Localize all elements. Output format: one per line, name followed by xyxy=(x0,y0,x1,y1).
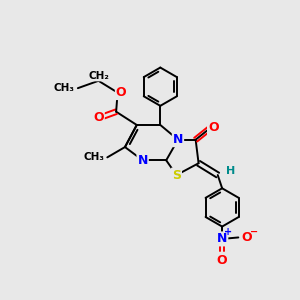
Text: CH₃: CH₃ xyxy=(83,152,104,162)
Text: S: S xyxy=(172,169,181,182)
Text: +: + xyxy=(224,227,232,237)
Text: N: N xyxy=(217,232,227,245)
Text: N: N xyxy=(173,133,183,146)
Text: −: − xyxy=(250,227,259,237)
Text: N: N xyxy=(137,154,148,167)
Text: O: O xyxy=(93,111,104,124)
Text: H: H xyxy=(226,167,235,176)
Text: CH₃: CH₃ xyxy=(54,83,75,93)
Text: O: O xyxy=(208,122,219,134)
Text: O: O xyxy=(116,86,127,99)
Text: O: O xyxy=(217,254,227,267)
Text: CH₂: CH₂ xyxy=(88,70,109,80)
Text: O: O xyxy=(242,231,253,244)
